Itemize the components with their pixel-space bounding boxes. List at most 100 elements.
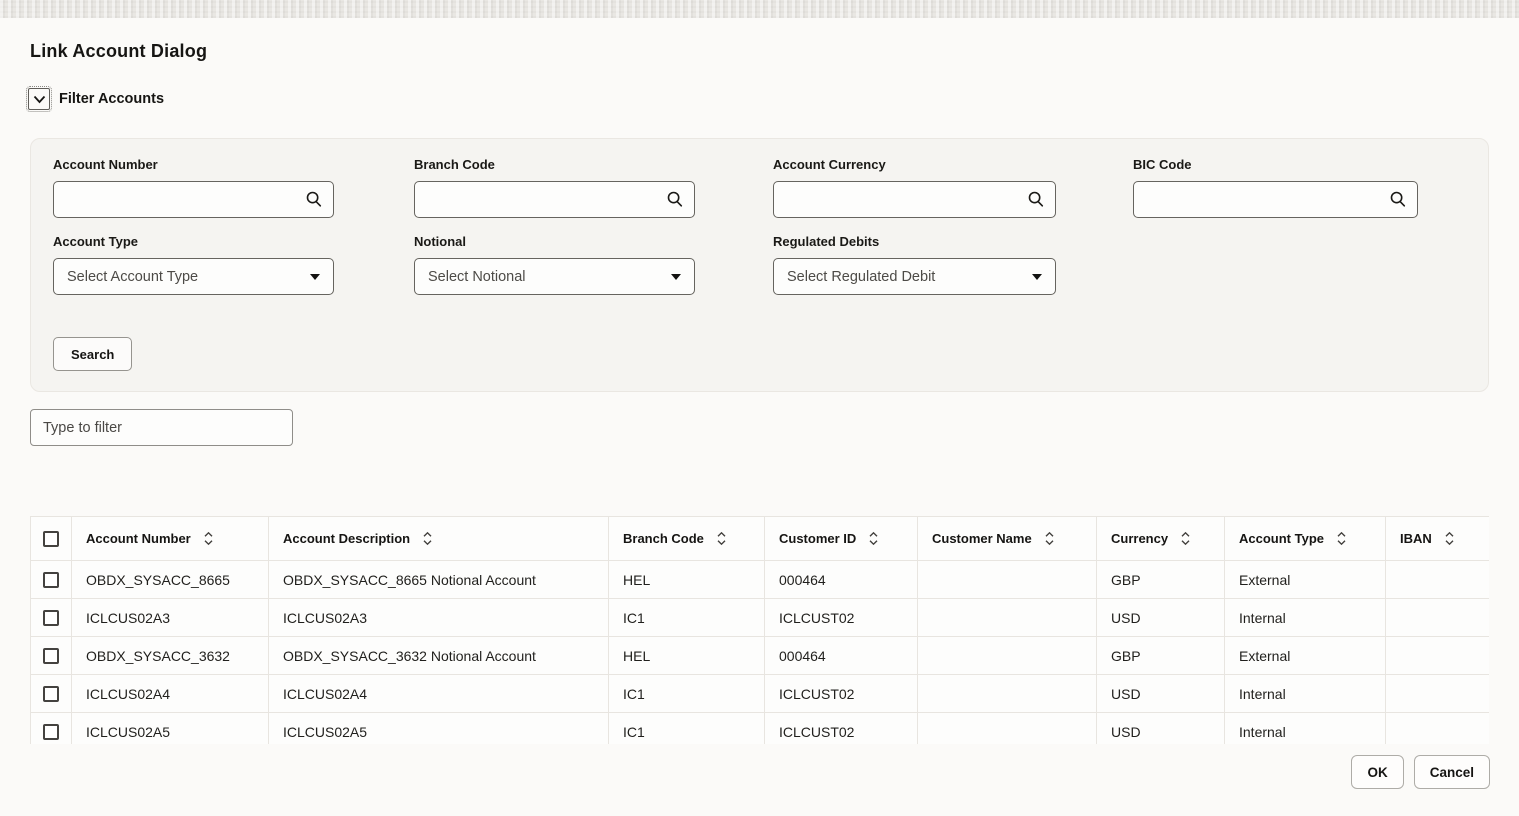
cell-currency: GBP <box>1096 636 1225 675</box>
table-row: OBDX_SYSACC_3632 OBDX_SYSACC_3632 Notion… <box>30 636 1489 675</box>
column-header-iban[interactable]: IBAN <box>1385 516 1489 561</box>
row-checkbox[interactable] <box>43 610 59 627</box>
table-row: ICLCUS02A3 ICLCUS02A3 IC1 ICLCUST02 USD … <box>30 598 1489 637</box>
cell-customer-id: ICLCUST02 <box>764 674 918 713</box>
account-number-input[interactable] <box>53 181 334 218</box>
column-label: Account Description <box>283 531 411 546</box>
cell-account-number: ICLCUS02A3 <box>71 598 269 637</box>
page-title: Link Account Dialog <box>30 41 208 61</box>
column-label: Customer ID <box>779 531 857 546</box>
row-checkbox[interactable] <box>43 572 59 589</box>
cell-account-description: ICLCUS02A4 <box>268 674 609 713</box>
cell-account-type: External <box>1224 560 1386 599</box>
cell-account-type: Internal <box>1224 598 1386 637</box>
search-button[interactable]: Search <box>53 337 133 371</box>
sort-icon[interactable] <box>422 531 433 546</box>
filter-collapse-button[interactable] <box>26 86 52 112</box>
field-branch-code: Branch Code <box>414 157 695 218</box>
branch-code-label: Branch Code <box>414 157 495 172</box>
row-checkbox[interactable] <box>43 724 59 741</box>
chevron-down-icon <box>33 95 45 103</box>
cell-account-number: OBDX_SYSACC_3632 <box>71 636 269 675</box>
column-header-account-type[interactable]: Account Type <box>1224 516 1386 561</box>
cell-customer-name <box>917 712 1097 744</box>
notional-label: Notional <box>414 234 466 249</box>
cell-currency: GBP <box>1096 560 1225 599</box>
cell-customer-id: ICLCUST02 <box>764 712 918 744</box>
window-top-band <box>0 0 1519 18</box>
filter-panel: Account Number Branch Code Account Curre… <box>30 138 1489 392</box>
ok-button[interactable]: OK <box>1351 755 1404 789</box>
cell-branch-code: IC1 <box>608 674 765 713</box>
cell-customer-name <box>917 598 1097 637</box>
cell-account-description: OBDX_SYSACC_3632 Notional Account <box>268 636 609 675</box>
cell-account-type: Internal <box>1224 712 1386 744</box>
filter-accounts-label: Filter Accounts <box>59 91 165 107</box>
column-label: IBAN <box>1400 531 1432 546</box>
cell-currency: USD <box>1096 674 1225 713</box>
select-all-cell <box>30 516 72 561</box>
table-row: ICLCUS02A4 ICLCUS02A4 IC1 ICLCUST02 USD … <box>30 674 1489 713</box>
sort-icon[interactable] <box>1444 531 1455 546</box>
column-header-customer-name[interactable]: Customer Name <box>917 516 1097 561</box>
column-label: Account Type <box>1239 531 1324 546</box>
field-regulated-debits: Regulated Debits Select Regulated Debit <box>773 234 1056 295</box>
column-header-account-number[interactable]: Account Number <box>71 516 269 561</box>
dialog-footer: OK Cancel <box>1351 755 1490 789</box>
cell-account-number: ICLCUS02A5 <box>71 712 269 744</box>
cell-customer-id: 000464 <box>764 560 918 599</box>
bic-code-label: BIC Code <box>1133 157 1192 172</box>
account-currency-label: Account Currency <box>773 157 886 172</box>
account-type-select[interactable]: Select Account Type <box>53 258 334 295</box>
cell-account-description: OBDX_SYSACC_8665 Notional Account <box>268 560 609 599</box>
row-checkbox[interactable] <box>43 686 59 703</box>
column-label: Customer Name <box>932 531 1032 546</box>
cell-account-number: ICLCUS02A4 <box>71 674 269 713</box>
cell-branch-code: HEL <box>608 636 765 675</box>
table-row: ICLCUS02A5 ICLCUS02A5 IC1 ICLCUST02 USD … <box>30 712 1489 744</box>
cell-branch-code: IC1 <box>608 712 765 744</box>
filter-accounts-toggle-row: Filter Accounts <box>26 86 165 112</box>
branch-code-input[interactable] <box>414 181 695 218</box>
sort-icon[interactable] <box>868 531 879 546</box>
row-checkbox[interactable] <box>43 648 59 665</box>
sort-icon[interactable] <box>203 531 214 546</box>
cell-customer-id: 000464 <box>764 636 918 675</box>
regulated-debits-select[interactable]: Select Regulated Debit <box>773 258 1056 295</box>
column-header-currency[interactable]: Currency <box>1096 516 1225 561</box>
regulated-debits-label: Regulated Debits <box>773 234 880 249</box>
cell-account-description: ICLCUS02A5 <box>268 712 609 744</box>
cancel-button[interactable]: Cancel <box>1413 755 1490 789</box>
notional-select[interactable]: Select Notional <box>414 258 695 295</box>
table-row: OBDX_SYSACC_8665 OBDX_SYSACC_8665 Notion… <box>30 560 1489 599</box>
account-type-select-value: Select Account Type <box>67 268 199 285</box>
bic-code-input[interactable] <box>1133 181 1418 218</box>
account-number-label: Account Number <box>53 157 158 172</box>
sort-icon[interactable] <box>1180 531 1191 546</box>
sort-icon[interactable] <box>716 531 727 546</box>
cell-customer-id: ICLCUST02 <box>764 598 918 637</box>
cell-currency: USD <box>1096 712 1225 744</box>
cell-customer-name <box>917 674 1097 713</box>
sort-icon[interactable] <box>1336 531 1347 546</box>
cell-branch-code: IC1 <box>608 598 765 637</box>
cell-account-type: Internal <box>1224 674 1386 713</box>
sort-icon[interactable] <box>1044 531 1055 546</box>
column-header-customer-id[interactable]: Customer ID <box>764 516 918 561</box>
column-header-branch-code[interactable]: Branch Code <box>608 516 765 561</box>
field-bic-code: BIC Code <box>1133 157 1418 218</box>
caret-down-icon <box>671 273 681 280</box>
account-currency-input[interactable] <box>773 181 1056 218</box>
cell-account-description: ICLCUS02A3 <box>268 598 609 637</box>
caret-down-icon <box>310 273 320 280</box>
quick-filter-input[interactable] <box>30 409 293 446</box>
table-header-row: Account Number Account Description Branc… <box>30 516 1489 561</box>
cell-currency: USD <box>1096 598 1225 637</box>
select-all-checkbox[interactable] <box>43 530 59 547</box>
column-label: Currency <box>1111 531 1169 546</box>
field-notional: Notional Select Notional <box>414 234 695 295</box>
account-type-label: Account Type <box>53 234 138 249</box>
column-header-account-description[interactable]: Account Description <box>268 516 609 561</box>
field-account-currency: Account Currency <box>773 157 1056 218</box>
cell-iban <box>1385 560 1489 599</box>
